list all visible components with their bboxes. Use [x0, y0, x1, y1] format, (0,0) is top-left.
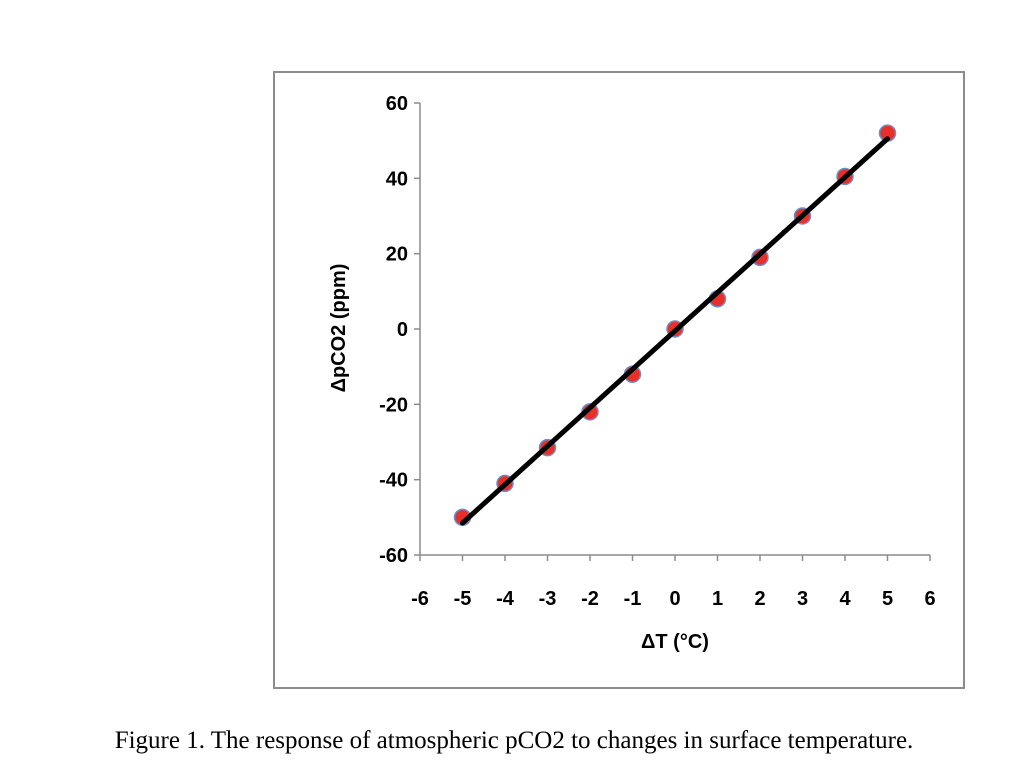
x-tick-label: 1	[712, 588, 723, 610]
x-tick-label: 4	[839, 588, 851, 610]
x-axis-label: ΔT (°C)	[641, 631, 709, 653]
y-axis-label: ΔpCO2 (ppm)	[328, 264, 350, 393]
y-tick-label: -60	[379, 545, 408, 567]
trendline	[460, 136, 890, 526]
chart-frame	[273, 71, 965, 689]
x-tick-label: 6	[924, 588, 935, 610]
x-tick-label: -2	[581, 588, 599, 610]
y-tick-label: -20	[379, 394, 408, 416]
x-tick-label: -1	[624, 588, 642, 610]
x-tick-label: -4	[496, 588, 515, 610]
x-tick-label: -3	[539, 588, 557, 610]
y-tick-label: 20	[386, 244, 408, 266]
y-tick-label: -40	[379, 470, 408, 492]
figure-caption: Figure 1. The response of atmospheric pC…	[114, 727, 914, 754]
x-tick-label: -6	[411, 588, 429, 610]
x-tick-label: 0	[669, 588, 680, 610]
y-tick-label: 60	[386, 93, 408, 115]
x-tick-label: -5	[454, 588, 472, 610]
x-tick-label: 5	[882, 588, 893, 610]
y-tick-label: 40	[386, 168, 408, 190]
x-tick-label: 3	[797, 588, 808, 610]
x-tick-label: 2	[754, 588, 765, 610]
y-tick-label: 0	[397, 319, 408, 341]
